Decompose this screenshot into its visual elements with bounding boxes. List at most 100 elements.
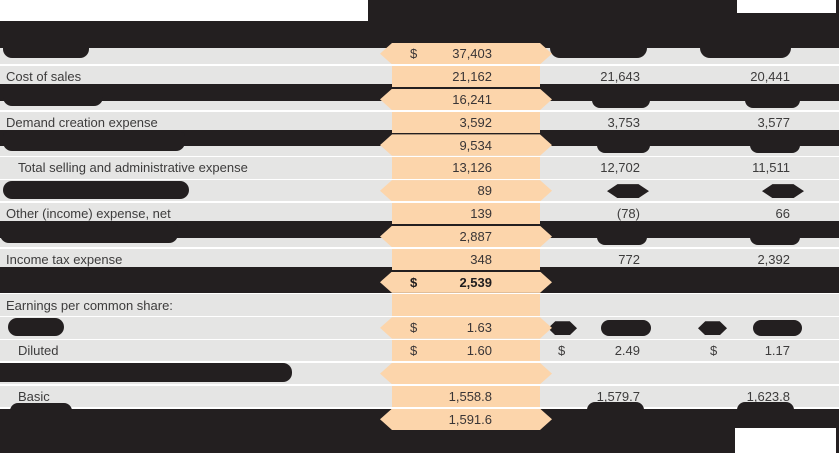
highlight-cell: 2,887	[380, 226, 552, 247]
highlight-cell: 16,241	[380, 89, 552, 110]
highlight-value: 1,591.6	[448, 411, 492, 427]
highlight-cell: 13,126	[392, 157, 540, 179]
redacted-value	[762, 184, 804, 199]
table-row-demand-creation-expense: Demand creation expense 3,592 3,753 3,57…	[0, 111, 839, 133]
table-row-cost-of-sales: Cost of sales 21,162 21,643 20,441	[0, 65, 839, 88]
redacted-value	[550, 33, 647, 58]
year2-cell: 772	[548, 249, 640, 270]
highlight-cell: 1,591.6	[380, 409, 552, 430]
year2-cell: 21,643	[548, 66, 640, 87]
highlight-cell: $2,539	[380, 272, 552, 293]
redacted-value	[597, 140, 650, 154]
highlight-value: 89	[477, 183, 492, 199]
year3-cell: 66	[700, 203, 790, 224]
table-row-redacted-operating-overhead: 9,534	[0, 129, 839, 156]
redacted-value	[750, 231, 800, 245]
row-label: Cost of sales	[6, 69, 82, 85]
highlight-cell: $1.63	[380, 317, 552, 338]
redacted-value	[592, 94, 650, 108]
year3-cell: 1,623.8	[700, 386, 790, 407]
redacted-value	[737, 402, 794, 412]
highlight-cell: 9,534	[380, 134, 552, 155]
cell-value: 1.17	[764, 343, 790, 359]
row-label: Basic	[18, 388, 50, 404]
table-row-other-income-expense: Other (income) expense, net 139 (78) 66	[0, 203, 839, 225]
year3-cell: 2,392	[700, 249, 790, 270]
row-label: Diluted	[18, 343, 59, 359]
highlight-cell: 3,592	[392, 111, 540, 133]
table-row-income-tax-expense: Income tax expense 348 772 2,392	[0, 248, 839, 271]
row-label: Income tax expense	[6, 251, 123, 267]
table-row-eps-diluted: Diluted $1.60 $2.49 $1.17	[0, 340, 839, 362]
table-row-redacted-revenues: $37,403	[0, 33, 839, 65]
redacted-currency	[548, 321, 577, 336]
table-row-shares-basic: Basic 1,558.8 1,579.7 1,623.8	[0, 385, 839, 408]
highlight-value: 16,241	[452, 91, 492, 107]
currency-symbol: $	[410, 46, 418, 62]
redacted-value	[745, 94, 800, 108]
highlight-value: 9,534	[459, 137, 492, 153]
cell-value: 21,643	[600, 69, 640, 85]
cell-value: 1,579.7	[596, 388, 640, 404]
page-corner-notch-top	[737, 0, 836, 13]
cell-value: 20,441	[750, 69, 790, 85]
highlight-value: 13,126	[452, 160, 492, 176]
redacted-value	[601, 320, 651, 337]
currency-symbol: $	[410, 320, 418, 336]
cell-value: 3,577	[757, 114, 790, 130]
row-label: Total selling and administrative expense	[18, 160, 248, 176]
cell-value: 2,392	[757, 251, 790, 267]
highlight-value: 2,539	[459, 274, 492, 290]
redacted-row-label	[0, 223, 178, 243]
year3-cell: 3,577	[700, 112, 790, 133]
year2-cell: 12,702	[548, 157, 640, 178]
highlight-cell	[392, 294, 540, 316]
table-row-redacted-interest-expense: 89	[0, 180, 839, 202]
table-row-redacted-gross-profit: 16,241	[0, 84, 839, 111]
highlight-cell: 1,558.8	[392, 385, 540, 408]
cell-value: 2.49	[614, 343, 640, 359]
year2-cell: 3,753	[548, 112, 640, 133]
year3-cell: 11,511	[700, 157, 790, 178]
year3-cell: $1.17	[700, 340, 790, 361]
redacted-row-label	[10, 403, 72, 413]
currency-symbol: $	[710, 343, 718, 359]
currency-symbol: $	[410, 274, 418, 290]
redacted-currency	[698, 321, 727, 336]
table-row-total-selling-admin: Total selling and administrative expense…	[0, 157, 839, 179]
table-row-redacted-income-before-taxes: 2,887	[0, 221, 839, 248]
cell-value: 66	[775, 206, 790, 222]
highlight-cell: 21,162	[392, 65, 540, 88]
redacted-value	[607, 184, 649, 199]
cell-value: 1,623.8	[746, 388, 790, 404]
highlight-value: 37,403	[452, 46, 492, 62]
row-label: Other (income) expense, net	[6, 206, 171, 222]
highlight-value: 21,162	[452, 69, 492, 85]
cell-value: 3,753	[607, 114, 640, 130]
row-label: Demand creation expense	[6, 114, 158, 130]
redacted-row-label	[3, 181, 189, 200]
highlight-value: 139	[470, 206, 492, 222]
highlight-value: 1,558.8	[448, 388, 492, 404]
table-row-redacted-net-income: $2,539	[0, 267, 839, 293]
currency-symbol: $	[558, 343, 566, 359]
table-row-eps-heading: Earnings per common share:	[0, 294, 839, 316]
highlight-cell: $37,403	[380, 43, 552, 64]
redacted-value	[597, 231, 647, 245]
table-row-redacted-eps-basic: $1.63	[0, 317, 839, 339]
redacted-row-label	[0, 362, 292, 382]
cell-value: 12,702	[600, 160, 640, 176]
highlight-cell	[380, 363, 552, 384]
year3-cell: 20,441	[700, 66, 790, 87]
cell-value: 11,511	[752, 160, 790, 176]
cell-value: 772	[618, 251, 640, 267]
redacted-value	[700, 33, 791, 58]
highlight-cell: 348	[392, 248, 540, 271]
redacted-row-label	[3, 33, 89, 58]
table-row-redacted-shares-heading	[0, 362, 839, 385]
year2-cell: 1,579.7	[548, 386, 640, 407]
highlight-value: 1.63	[466, 320, 492, 336]
redacted-row-label	[8, 318, 64, 337]
redacted-value	[753, 320, 802, 337]
